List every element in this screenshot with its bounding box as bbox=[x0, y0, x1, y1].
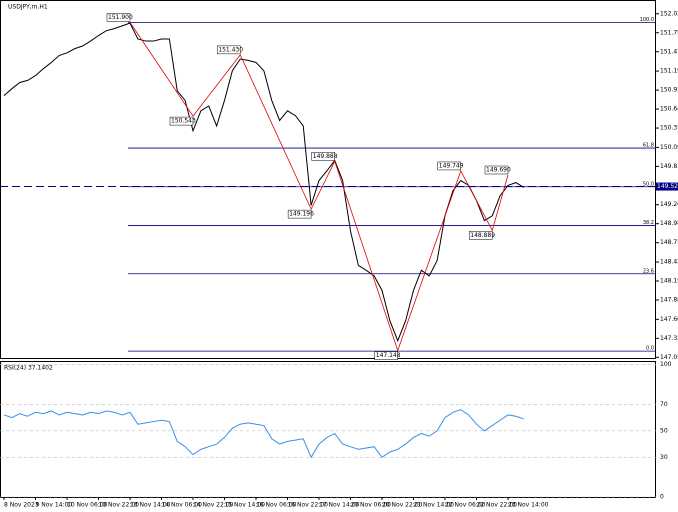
main-panel bbox=[0, 0, 656, 359]
y-tick-label: 147.325 bbox=[660, 335, 678, 342]
x-tick-label: 16 Nov 22:00 bbox=[288, 502, 329, 509]
rsi-tick-label: 70 bbox=[660, 401, 668, 408]
fib-label: 0.0 bbox=[646, 346, 654, 352]
fib-label: 50.0 bbox=[643, 181, 654, 187]
y-tick-label: 147.600 bbox=[660, 316, 678, 323]
zigzag-label-box bbox=[169, 116, 194, 126]
y-tick-label: 151.750 bbox=[660, 29, 678, 36]
rsi-tick-label: 30 bbox=[660, 454, 668, 461]
y-tick-label: 149.260 bbox=[660, 201, 678, 208]
x-tick-label: 17 Nov 14:00 bbox=[319, 502, 360, 509]
y-tick-label: 149.815 bbox=[660, 163, 678, 170]
zigzag-label-box bbox=[311, 152, 335, 161]
zigzag-label-box bbox=[437, 161, 461, 171]
x-tick-label: 9 Nov 14:00 bbox=[36, 502, 73, 509]
x-tick-label: 22 Nov 22:00 bbox=[477, 502, 518, 509]
fib-label: 23.6 bbox=[643, 268, 654, 274]
rsi-line bbox=[3, 409, 524, 459]
x-tick-label: 22 Nov 06:00 bbox=[445, 502, 486, 509]
zigzag-label: 150.543 bbox=[171, 118, 196, 125]
x-tick-label: 10 Nov 22:00 bbox=[99, 502, 140, 509]
zigzag-label: 151.900 bbox=[108, 14, 133, 21]
price-line bbox=[3, 22, 525, 343]
x-tick-label: 8 Nov 2023 bbox=[4, 502, 39, 509]
chart-title: USDJPY,m,H1 bbox=[8, 4, 48, 11]
rsi-tick-label: 50 bbox=[660, 427, 668, 434]
x-tick-label: 15 Nov 14:00 bbox=[225, 502, 266, 509]
rsi-tick-label: 0 bbox=[660, 494, 664, 501]
zigzag-label: 148.889 bbox=[470, 232, 495, 239]
zigzag-label-box bbox=[287, 209, 312, 219]
zigzag-label: 149.690 bbox=[486, 167, 511, 174]
current-price-box bbox=[656, 182, 678, 191]
x-tick-label: 14 Nov 06:00 bbox=[162, 502, 203, 509]
x-tick-label: 20 Nov 06:00 bbox=[351, 502, 392, 509]
y-tick-label: 151.195 bbox=[660, 68, 678, 75]
x-tick-label: 10 Nov 06:00 bbox=[67, 502, 108, 509]
zigzag-label-box bbox=[484, 165, 509, 175]
zigzag-label-box bbox=[469, 231, 493, 240]
zigzag-label-box bbox=[217, 45, 241, 55]
zigzag-label-box bbox=[106, 13, 131, 22]
zigzag-label: 147.148 bbox=[376, 352, 401, 359]
y-tick-label: 147.050 bbox=[660, 354, 678, 361]
zigzag-label: 151.430 bbox=[218, 46, 243, 53]
y-tick-label: 151.475 bbox=[660, 48, 678, 55]
zigzag-label: 149.888 bbox=[313, 153, 338, 160]
y-tick-label: 148.985 bbox=[660, 220, 678, 227]
y-tick-label: 150.370 bbox=[660, 125, 678, 132]
x-tick-label: 14 Nov 22:00 bbox=[193, 502, 234, 509]
x-tick-label: 23 Nov 14:00 bbox=[508, 502, 549, 509]
rsi-panel bbox=[0, 361, 656, 498]
fib-label: 38.2 bbox=[643, 220, 654, 226]
y-tick-label: 148.155 bbox=[660, 278, 678, 285]
fib-label: 100.0 bbox=[640, 17, 654, 23]
y-tick-label: 148.430 bbox=[660, 259, 678, 266]
zigzag-label: 149.749 bbox=[439, 162, 464, 169]
current-price-label: 149.523 bbox=[657, 183, 678, 190]
x-tick-label: 16 Nov 06:00 bbox=[256, 502, 297, 509]
x-tick-label: 21 Nov 14:00 bbox=[414, 502, 455, 509]
y-tick-label: 150.920 bbox=[660, 87, 678, 94]
fib-label: 61.8 bbox=[643, 143, 654, 149]
zigzag-label-box bbox=[374, 351, 398, 360]
rsi-tick-label: 100 bbox=[660, 361, 672, 368]
y-tick-label: 150.090 bbox=[660, 144, 678, 151]
x-tick-label: 13 Nov 14:00 bbox=[130, 502, 171, 509]
y-tick-label: 152.025 bbox=[660, 10, 678, 17]
y-tick-label: 147.880 bbox=[660, 296, 678, 303]
y-tick-label: 150.645 bbox=[660, 106, 678, 113]
x-tick-label: 20 Nov 22:00 bbox=[382, 502, 423, 509]
zigzag bbox=[129, 22, 509, 352]
y-tick-label: 148.710 bbox=[660, 239, 678, 246]
zigzag-label: 149.196 bbox=[289, 211, 314, 218]
rsi-label: RSI(24) 37.1402 bbox=[4, 365, 53, 372]
